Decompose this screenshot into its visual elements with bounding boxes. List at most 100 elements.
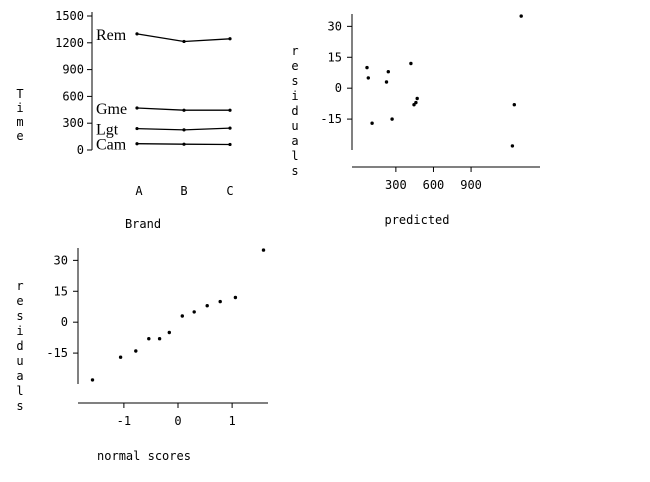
normal-point (205, 304, 209, 308)
series-point-rem (228, 37, 232, 41)
normal-y-tick-label: 15 (54, 284, 68, 298)
time-y-label-letter: T (16, 87, 23, 101)
series-label-rem: Rem (96, 27, 127, 44)
brand-x-label: Brand (125, 217, 161, 231)
normal-y-label-letter: l (16, 384, 23, 398)
normal-point (157, 337, 162, 341)
time-y-tick-label: 600 (62, 89, 84, 103)
normal-x-label: normal scores (97, 449, 191, 463)
predicted-x-tick-label: 900 (460, 178, 482, 192)
series-point-rem (135, 32, 139, 36)
normal-point (167, 330, 171, 335)
predicted-point (386, 70, 390, 74)
time-y-tick-label: 900 (62, 63, 84, 77)
series-point-cam (135, 142, 139, 146)
time-y-tick-label: 0 (77, 143, 84, 157)
normal-x-tick-label: 1 (229, 414, 236, 428)
normal-y-label-letter: s (16, 399, 23, 413)
predicted-y-label-letter: d (291, 104, 298, 118)
series-point-gme (182, 108, 186, 112)
brand-x-ticks: A B C (135, 184, 233, 198)
normal-point (192, 310, 196, 314)
predicted-y-tick-label: 0 (335, 81, 342, 95)
normal-point (218, 299, 222, 304)
predicted-point (510, 144, 515, 148)
series-point-rem (182, 39, 186, 44)
predicted-point (370, 121, 374, 125)
time-y-label-letter: e (16, 129, 23, 143)
predicted-y-tick-label: -15 (320, 112, 342, 126)
normal-y-label-letter: d (16, 339, 23, 353)
predicted-point (414, 100, 418, 105)
normal-x-tick-label: -1 (117, 414, 131, 428)
normal-y-label-letter: a (16, 369, 23, 383)
predicted-y-tick-label: 30 (328, 19, 342, 33)
predicted-y-label-letter: e (291, 59, 298, 73)
series-label-cam: Cam (96, 137, 127, 154)
normal-y-ticks: 30 15 0 -15 (46, 253, 78, 360)
normal-point (180, 314, 184, 318)
normal-y-tick-label: -15 (46, 346, 68, 360)
normal-y-label-letter: s (16, 309, 23, 323)
predicted-y-label-letter: s (291, 164, 298, 178)
predicted-x-tick-label: 300 (385, 178, 407, 192)
series-point-cam (228, 142, 232, 147)
predicted-y-label-letter: a (291, 134, 298, 148)
predicted-y-label-letter: u (291, 119, 298, 133)
normal-y-label-letter: u (16, 354, 23, 368)
normal-y-label-letter: i (16, 324, 23, 338)
normal-y-tick-label: 0 (61, 315, 68, 329)
normal-point (233, 295, 238, 300)
brand-tick-label: B (180, 184, 187, 198)
normal-y-label-letter: r (16, 279, 23, 293)
predicted-x-ticks: 300 600 900 (385, 167, 482, 192)
predicted-y-label-letter: l (291, 149, 298, 163)
series-point-lgt (182, 128, 186, 132)
normal-residual-points (90, 248, 266, 382)
predicted-point (365, 65, 369, 70)
predicted-y-label-letter: r (291, 44, 298, 58)
series-point-lgt (135, 126, 139, 131)
time-y-tick-label: 300 (62, 116, 84, 130)
normal-x-tick-label: 0 (174, 414, 181, 428)
series-point-gme (228, 108, 232, 112)
brand-tick-label: C (226, 184, 233, 198)
series-point-gme (135, 106, 139, 110)
normal-point (147, 337, 151, 341)
predicted-point (415, 96, 419, 101)
series-label-gme: Gme (96, 101, 127, 118)
predicted-x-label: predicted (384, 213, 449, 227)
series-point-cam (182, 142, 186, 146)
normal-point (134, 349, 138, 353)
predicted-residual-points (365, 14, 523, 148)
normal-point (261, 248, 266, 252)
normal-point (90, 378, 95, 382)
predicted-x-tick-label: 600 (423, 178, 445, 192)
predicted-point (384, 80, 389, 84)
time-y-tick-label: 1500 (55, 9, 84, 23)
predicted-y-tick-label: 15 (328, 50, 342, 64)
predicted-point (409, 61, 413, 66)
brand-tick-label: A (135, 184, 143, 198)
series-label-lgt: Lgt (96, 122, 119, 139)
time-y-ticks: 0 300 600 900 1200 1500 (55, 9, 92, 157)
predicted-point (519, 14, 523, 18)
normal-y-label-letter: e (16, 294, 23, 308)
normal-point (118, 355, 123, 359)
time-y-label-letter: m (16, 115, 23, 129)
predicted-y-label-letter: s (291, 74, 298, 88)
predicted-point (512, 103, 516, 107)
predicted-y-ticks: 30 15 0 -15 (320, 19, 352, 126)
series-point-lgt (228, 126, 232, 130)
time-y-label-letter: i (16, 101, 23, 115)
predicted-y-label-letter: i (291, 89, 298, 103)
time-y-tick-label: 1200 (55, 36, 84, 50)
